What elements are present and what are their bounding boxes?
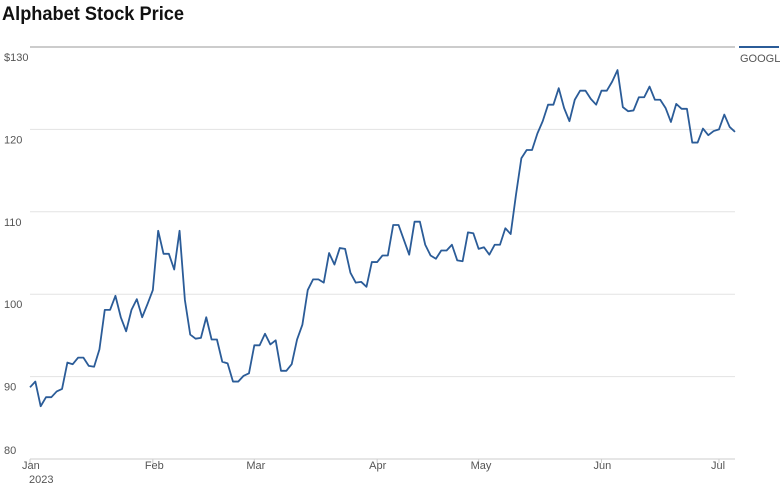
x-tick-label: Jul (711, 460, 725, 472)
y-tick-label: 100 (4, 299, 22, 311)
x-year-label: 2023 (29, 474, 53, 485)
legend-label: GOOGL (740, 53, 780, 65)
y-tick-label: $130 (4, 52, 28, 64)
x-tick-label: May (471, 460, 492, 472)
x-tick-label: Jun (593, 460, 611, 472)
x-tick-label: Mar (246, 460, 265, 472)
y-tick-label: 120 (4, 134, 22, 146)
y-tick-label: 110 (4, 217, 22, 229)
chart-title: Alphabet Stock Price (2, 4, 184, 25)
x-tick-label: Jan (22, 460, 40, 472)
y-tick-label: 90 (4, 382, 16, 394)
x-tick-label: Apr (369, 460, 386, 472)
y-tick-label: 80 (4, 445, 16, 457)
price-line (29, 69, 736, 408)
x-tick-label: Feb (145, 460, 164, 472)
